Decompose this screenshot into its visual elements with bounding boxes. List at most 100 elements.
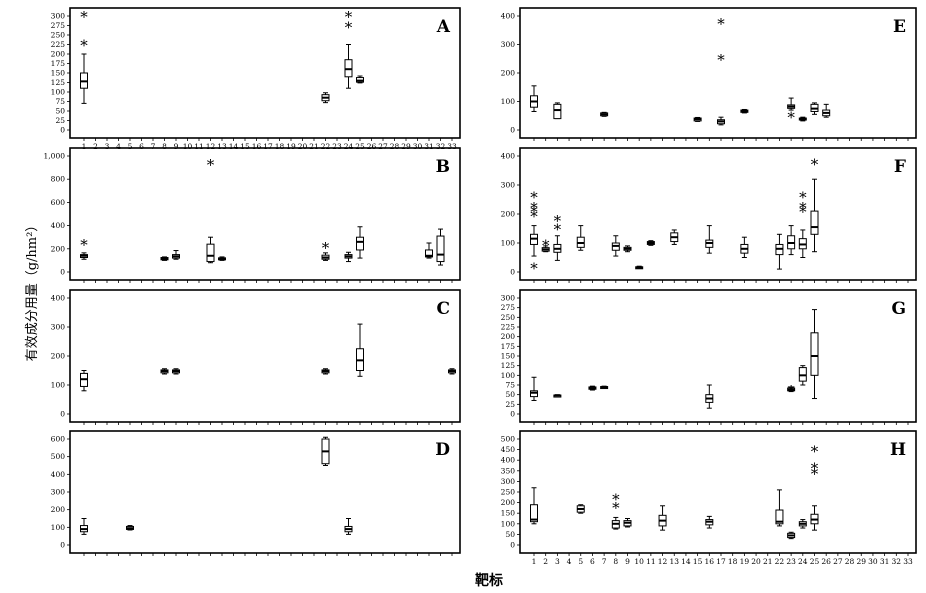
x-tick-label: 22: [775, 557, 785, 566]
y-tick-label: 400: [51, 470, 66, 479]
box-target-22: [321, 92, 330, 104]
y-tick-label: 75: [505, 381, 515, 390]
y-tick-label: 1,000: [44, 152, 66, 161]
y-tick-label: 200: [51, 352, 66, 361]
box-target-5: [576, 225, 585, 251]
outlier-star: *: [542, 236, 550, 254]
box-target-22: [775, 489, 784, 527]
y-tick-label: 175: [501, 342, 516, 351]
box-target-1: [530, 487, 538, 525]
y-tick-label: 100: [501, 97, 516, 106]
box-target-5: [126, 525, 134, 531]
x-tick-label: 33: [903, 557, 913, 566]
box-target-3: [553, 102, 562, 120]
box-target-23: [787, 225, 796, 256]
y-tick-label: 400: [501, 152, 516, 161]
box-target-7: [600, 111, 609, 117]
panel-frame: [69, 7, 461, 139]
box-target-5: [576, 504, 585, 514]
y-tick-label: 0: [60, 268, 65, 277]
x-tick-label: 13: [669, 557, 679, 566]
outlier-star: *: [799, 189, 807, 207]
panel-label: G: [891, 299, 906, 319]
x-tick-label: 23: [332, 142, 342, 151]
box-target-1: [80, 518, 88, 535]
box-target-22: [321, 436, 330, 466]
box-target-1: [80, 370, 88, 392]
x-tick-label: 30: [413, 142, 423, 151]
box-target-1: [530, 85, 538, 112]
box-target-17: [717, 116, 725, 126]
box-iqr: [775, 509, 784, 525]
box-target-25: [356, 323, 364, 377]
box-target-24: [798, 519, 807, 529]
box-target-13: [670, 229, 679, 245]
x-tick-label: 5: [578, 557, 583, 566]
x-tick-label: 4: [567, 557, 572, 566]
x-tick-label: 32: [436, 142, 446, 151]
box-target-23: [787, 386, 796, 393]
box-target-8: [611, 516, 620, 530]
y-tick-label: 300: [51, 323, 66, 332]
x-tick-label: 28: [845, 557, 855, 566]
x-tick-label: 27: [833, 557, 843, 566]
y-tick-label: 25: [505, 400, 515, 409]
x-tick-label: 18: [728, 557, 738, 566]
x-tick-label: 24: [344, 142, 354, 151]
x-tick-label: 24: [798, 557, 808, 566]
box-iqr: [206, 243, 215, 263]
box-target-13: [218, 256, 226, 261]
box-iqr: [553, 103, 562, 120]
box-target-12: [206, 236, 215, 264]
x-tick-label: 1: [82, 142, 87, 151]
y-tick-label: 100: [51, 88, 66, 97]
box-target-25: [810, 505, 819, 531]
x-tick-label: 8: [613, 557, 618, 566]
y-tick-label: 100: [501, 239, 516, 248]
outlier-star: *: [612, 499, 620, 517]
x-tick-label: 17: [263, 142, 273, 151]
box-target-1: [80, 252, 88, 260]
box-target-25: [810, 309, 819, 400]
box-target-3: [553, 235, 562, 261]
y-tick-label: 400: [501, 12, 516, 21]
box-iqr: [810, 210, 819, 235]
y-tick-label: 150: [51, 69, 66, 78]
x-tick-label: 10: [183, 142, 193, 151]
y-tick-label: 150: [501, 509, 516, 518]
y-tick-label: 600: [51, 435, 66, 444]
x-tick-label: 21: [309, 142, 319, 151]
panel-label: E: [893, 17, 906, 37]
y-tick-label: 300: [51, 12, 66, 21]
y-tick-label: 275: [51, 21, 66, 30]
y-tick-label: 200: [501, 332, 516, 341]
x-tick-label: 31: [880, 557, 890, 566]
x-tick-label: 23: [786, 557, 796, 566]
box-iqr: [356, 236, 364, 251]
panel-frame: [69, 147, 461, 281]
y-tick-label: 0: [510, 268, 515, 277]
y-tick-label: 350: [501, 466, 516, 475]
x-tick-label: 20: [751, 557, 761, 566]
x-tick-label: 10: [634, 557, 644, 566]
x-tick-label: 12: [658, 557, 668, 566]
y-tick-label: 225: [51, 40, 66, 49]
box-target-26: [822, 103, 831, 118]
panel-frame: [519, 430, 917, 554]
panel-frame: [519, 289, 917, 423]
y-tick-label: 600: [51, 198, 66, 207]
x-tick-label: 19: [286, 142, 296, 151]
y-tick-label: 300: [501, 40, 516, 49]
y-tick-label: 300: [51, 488, 66, 497]
outlier-star: *: [80, 8, 88, 26]
y-tick-label: 300: [501, 181, 516, 190]
box-iqr: [425, 249, 433, 258]
x-tick-label: 9: [174, 142, 179, 151]
y-axis-label: 有效成分用量（g/hm²）: [25, 219, 40, 362]
y-tick-label: 250: [501, 313, 516, 322]
outlier-star: *: [554, 212, 562, 230]
y-tick-label: 100: [51, 523, 66, 532]
y-tick-label: 150: [501, 352, 516, 361]
box-target-16: [705, 225, 714, 254]
x-tick-label: 9: [625, 557, 630, 566]
